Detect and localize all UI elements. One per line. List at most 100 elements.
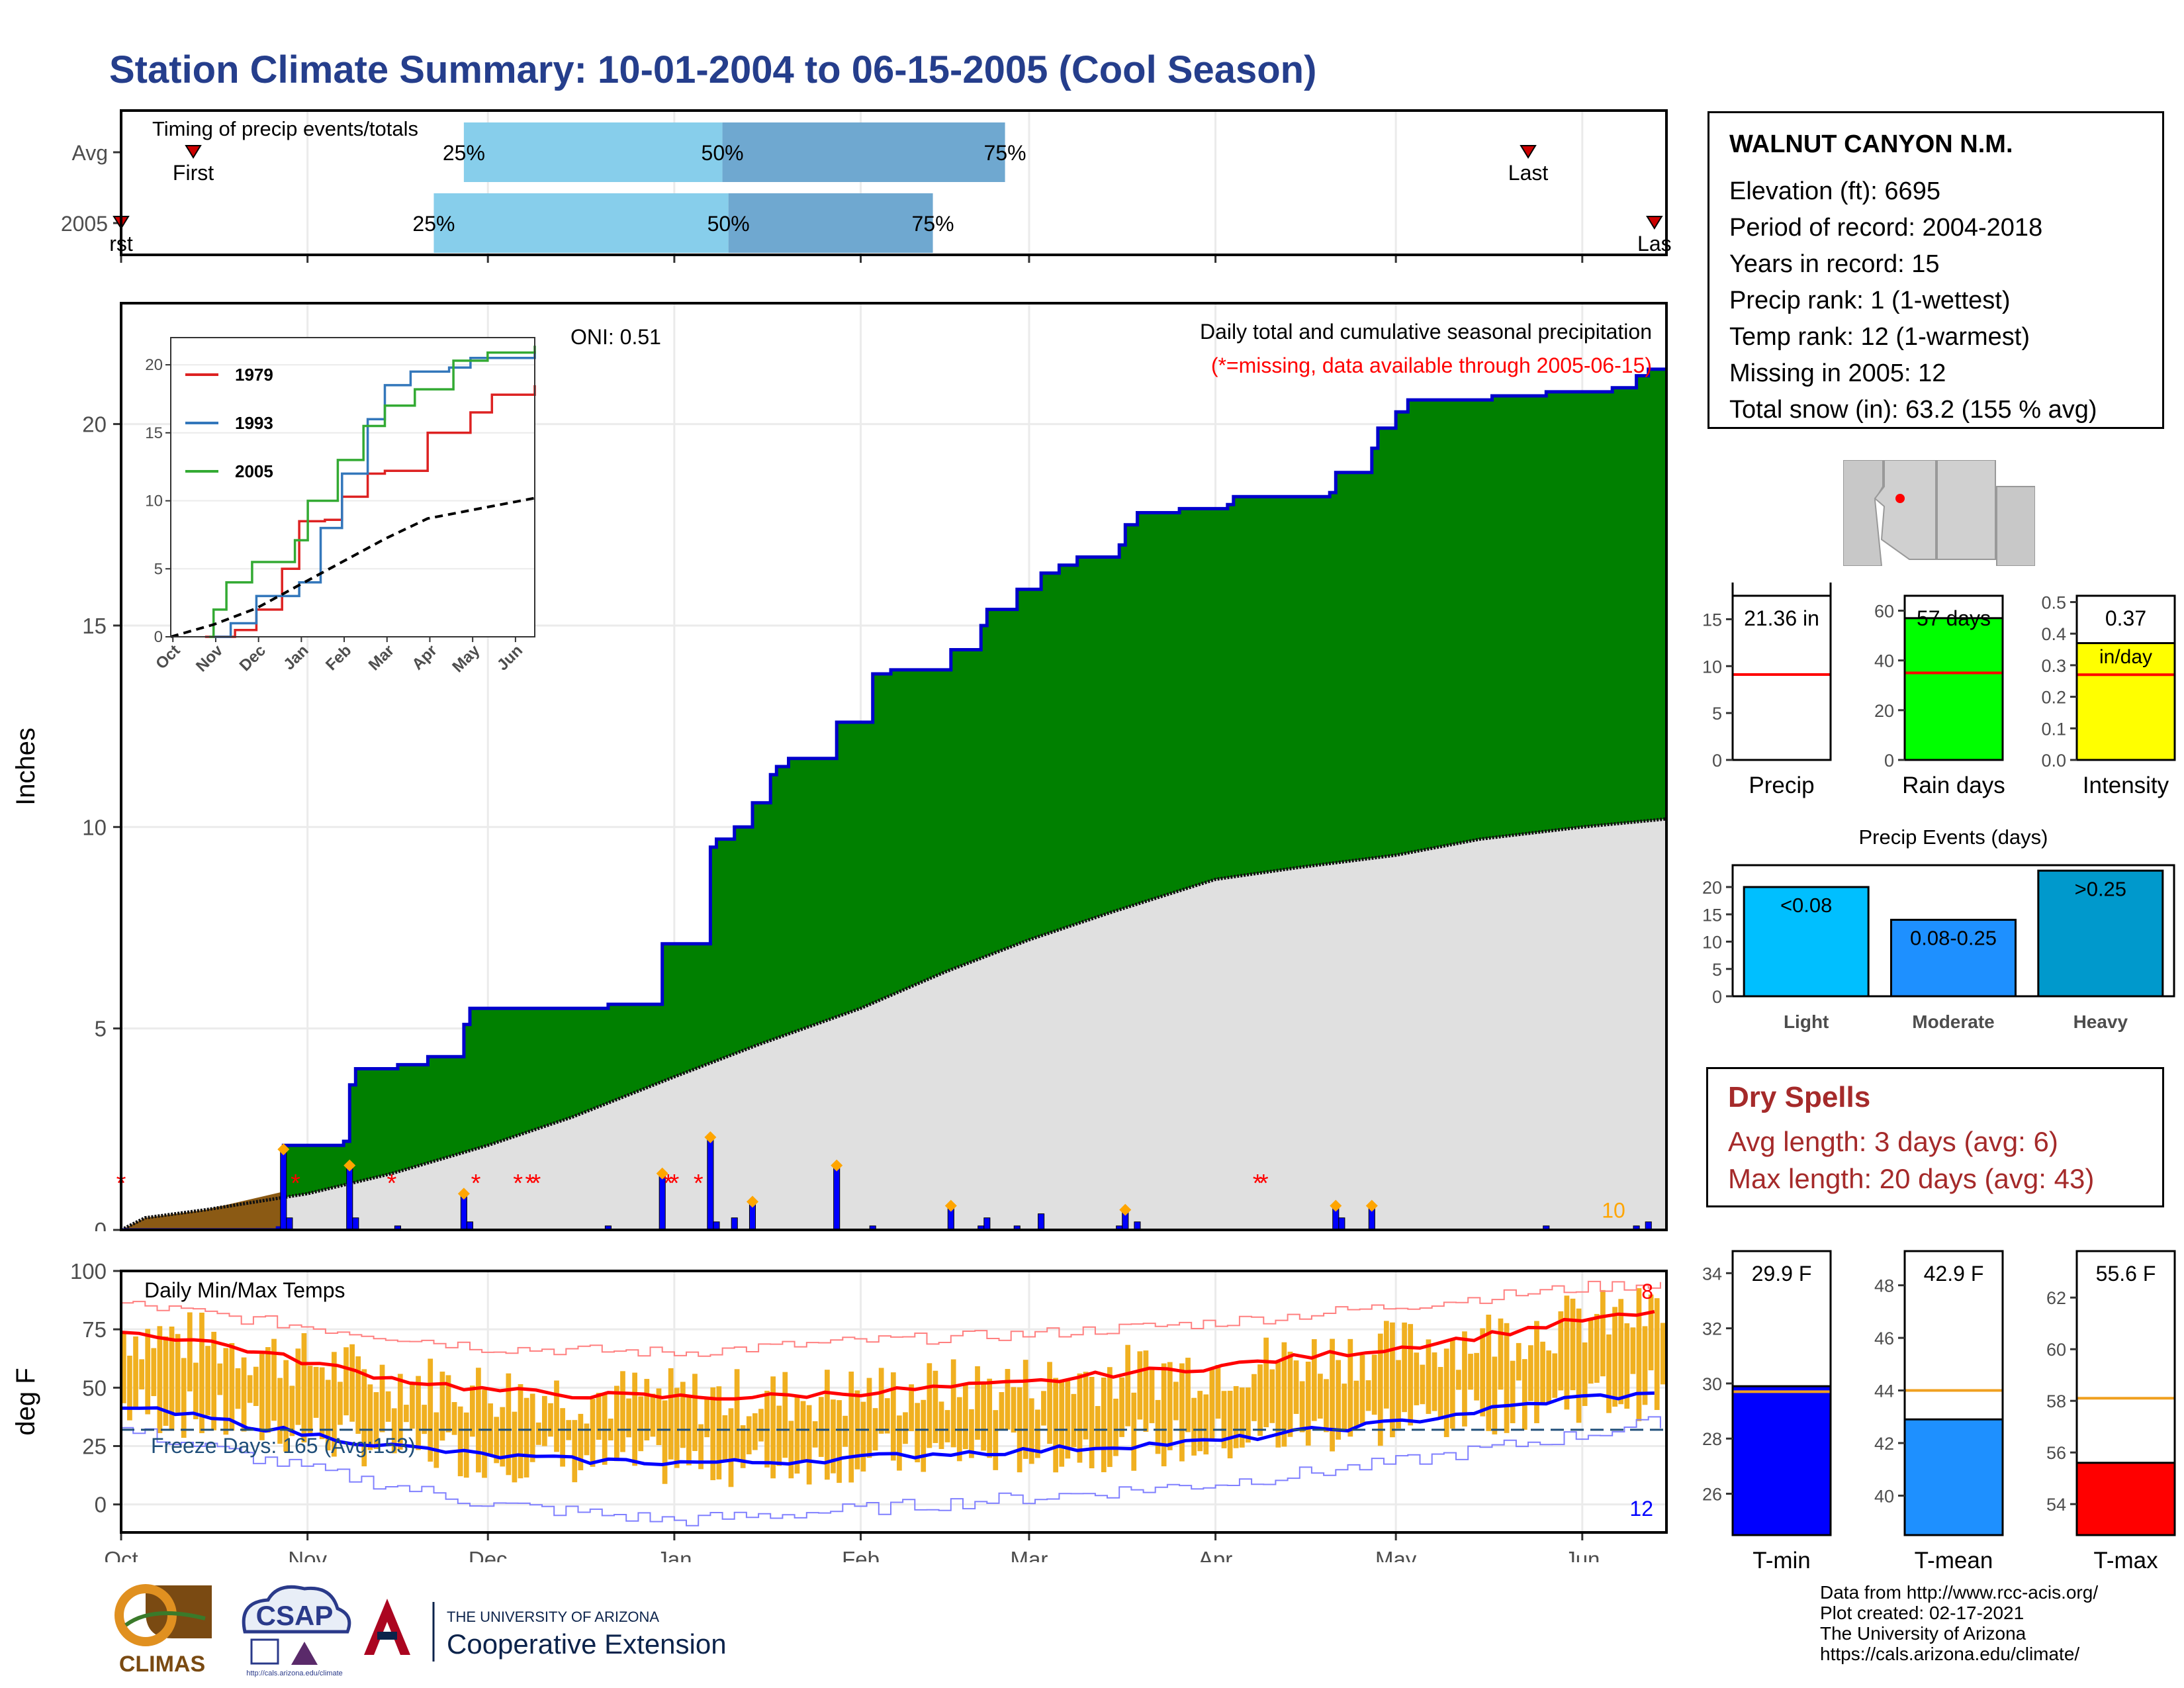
inset-series-line-average (170, 496, 535, 638)
daily-temp-bar (1456, 1370, 1461, 1390)
daily-temp-bar (1377, 1333, 1383, 1446)
precip-annotation: Daily total and cumulative seasonal prec… (1200, 320, 1652, 344)
cumulative-precip-line (121, 367, 1666, 1231)
daily-temp-bar (842, 1415, 848, 1447)
timing-q50-75-bar (722, 122, 1005, 182)
daily-temp-bar (1402, 1322, 1407, 1413)
temp-ytick-label: 0 (95, 1493, 107, 1517)
daily-temp-bar (301, 1333, 307, 1443)
daily-temp-bar (445, 1375, 451, 1432)
tsum-category-label: T-min (1752, 1548, 1811, 1573)
inset-frame (170, 337, 535, 637)
daily-temp-bar (139, 1359, 144, 1389)
daily-temp-bar (391, 1408, 397, 1454)
tsum-ytick-label: 60 (2046, 1340, 2066, 1360)
daily-temp-bar (1437, 1367, 1443, 1420)
daily-temp-bar (289, 1385, 295, 1436)
daily-temp-bar (349, 1344, 355, 1422)
avg-tmin-line (120, 1391, 1655, 1467)
timing-q25-label: 25% (412, 212, 455, 236)
daily-temp-bar (379, 1364, 385, 1432)
daily-precip-diamond (746, 1196, 758, 1208)
temp-xtick-label: Dec (469, 1547, 508, 1562)
daily-temp-bar (999, 1392, 1005, 1430)
daily-temp-bar (897, 1415, 902, 1471)
daily-temp-bar (782, 1372, 788, 1458)
tsum-ytick-label: 30 (1702, 1374, 1722, 1394)
daily-temp-bar (644, 1379, 650, 1440)
daily-temp-bar (722, 1415, 728, 1462)
daily-temp-bar (211, 1331, 217, 1430)
inset-background (171, 338, 535, 637)
daily-temp-bar (1594, 1313, 1600, 1383)
temp-ytick-label: 50 (82, 1376, 107, 1400)
missing-count-label: 10 (1602, 1199, 1625, 1223)
station-missing: Missing in 2005: 12 (1729, 359, 1946, 387)
daily-precip-bar (1038, 1213, 1045, 1231)
daily-temp-bar (163, 1336, 169, 1426)
timing-first-label: First (173, 161, 214, 185)
temp-ylabel: deg F (11, 1368, 40, 1435)
csap-logo: CSAP http://cals.arizona.edu/climate (232, 1579, 357, 1678)
totals-ytick-label: 20 (1874, 701, 1894, 721)
totals-ytick-label: 0 (1712, 751, 1722, 771)
daily-temp-bar (1534, 1321, 1539, 1423)
daily-temp-bar (145, 1329, 151, 1415)
daily-temp-bar (373, 1392, 379, 1449)
daily-temp-bar (1342, 1383, 1347, 1431)
daily-temp-bar (1390, 1322, 1395, 1438)
ua-big-text: Cooperative Extension (447, 1628, 727, 1660)
daily-temp-bar (1570, 1298, 1576, 1391)
timing-q25-50-bar (433, 193, 729, 253)
inset-ytick-label: 20 (145, 356, 163, 374)
daily-temp-bar (1149, 1367, 1155, 1423)
tsum-ytick-label: 58 (2046, 1391, 2066, 1411)
totals-ytick-label: 0.2 (2041, 688, 2066, 708)
totals-ytick-label: 0.4 (2041, 624, 2066, 644)
daily-temp-bar (541, 1395, 547, 1446)
timing-q50-label: 50% (702, 141, 744, 165)
inset-legend-label: 1979 (235, 365, 273, 385)
credit-university: The University of Arizona (1820, 1623, 2026, 1644)
daily-temp-bar (614, 1385, 619, 1462)
daily-temp-bar (1041, 1391, 1046, 1426)
daily-temp-bar (1275, 1362, 1281, 1448)
daily-temp-bar (776, 1405, 782, 1466)
timing-q75-label: 75% (984, 141, 1026, 165)
daily-temp-bar (770, 1376, 776, 1479)
daily-temp-bar (884, 1398, 890, 1434)
timing-q50-75-bar (728, 193, 933, 253)
events-category-label: Heavy (2073, 1011, 2128, 1032)
daily-temp-bar (1443, 1348, 1449, 1437)
precip-ytick-label: 15 (82, 614, 107, 638)
daily-temp-bar (578, 1413, 584, 1471)
daily-temp-bar (1107, 1367, 1113, 1468)
daily-temp-bar (1576, 1308, 1582, 1423)
daily-temp-bar (187, 1312, 193, 1391)
daily-precip-bar (833, 1165, 841, 1231)
daily-temp-bar (560, 1408, 565, 1467)
totals-ytick-label: 60 (1874, 602, 1894, 622)
missing-marker: * (513, 1170, 523, 1197)
daily-temp-bar (433, 1412, 439, 1468)
daily-temp-bar (1474, 1352, 1479, 1401)
daily-temp-bar (1263, 1337, 1269, 1428)
timing-first-marker (185, 145, 202, 159)
daily-temp-bar (1185, 1358, 1191, 1432)
daily-temp-bar (596, 1393, 602, 1440)
map-state-arizona (1874, 460, 1936, 560)
daily-precip-diamond (704, 1131, 717, 1143)
daily-temp-bar (656, 1388, 662, 1446)
daily-precip-diamond (831, 1159, 843, 1172)
record-tmin-line (121, 1416, 1661, 1526)
events-ytick-label: 20 (1702, 878, 1722, 898)
events-ytick-label: 0 (1712, 987, 1722, 1007)
daily-temp-bar (740, 1425, 746, 1468)
station-precip-rank: Precip rank: 1 (1-wettest) (1729, 287, 2011, 314)
tsum-ytick-label: 32 (1702, 1319, 1722, 1339)
tsum-category-label: T-max (2093, 1548, 2158, 1573)
daily-temp-bar (620, 1371, 625, 1452)
daily-temp-bar (127, 1355, 132, 1421)
totals-ytick-label: 10 (1702, 657, 1722, 677)
tsum-value-label: 42.9 F (1924, 1262, 1984, 1286)
